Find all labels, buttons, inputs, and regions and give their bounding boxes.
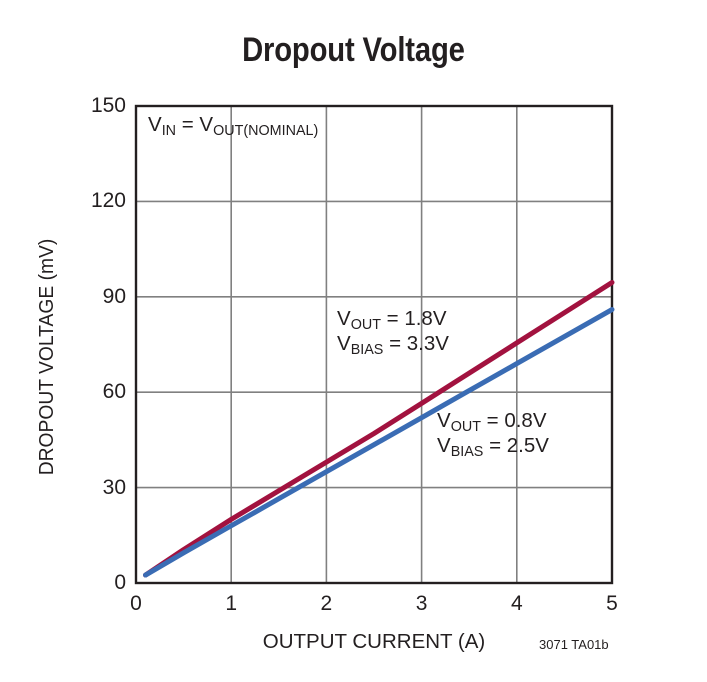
annotation-lower-line1: VOUT = 0.8V: [437, 408, 549, 435]
annotation-text-prefix: V: [337, 307, 351, 330]
annotation-text-mid: = V: [176, 113, 214, 136]
annotation-text-sub: OUT: [350, 316, 381, 333]
annotation-lower-curve: VOUT = 0.8V VBIAS = 2.5V: [437, 408, 549, 460]
x-tick-label: 5: [606, 592, 618, 615]
annotation-input-condition: VIN = VOUT(NOMINAL): [148, 112, 319, 139]
annotation-lower-line2: VBIAS = 2.5V: [437, 433, 549, 460]
series-line-1: [143, 279, 615, 578]
annotation-text-sub: BIAS: [450, 443, 484, 460]
y-tick-label: 120: [90, 189, 126, 213]
x-tick-label: 0: [130, 592, 142, 615]
x-axis-title: OUTPUT CURRENT (A): [262, 630, 486, 653]
y-tick-label: 150: [90, 94, 126, 117]
annotation-upper-curve: VOUT = 1.8V VBIAS = 3.3V: [337, 306, 449, 358]
annotation-text-sub: BIAS: [350, 341, 384, 358]
annotation-text-value: = 1.8V: [380, 307, 447, 330]
y-axis-tick-labels: 0 30 60 90 120 150: [60, 0, 126, 682]
annotation-text-prefix: V: [148, 113, 162, 136]
y-tick-label: 60: [102, 380, 126, 404]
x-tick-label: 3: [415, 592, 428, 615]
annotation-text-sub: IN: [161, 122, 177, 139]
y-tick-label: 90: [102, 284, 126, 308]
plot-frame: [134, 104, 614, 585]
annotation-text-prefix: V: [437, 409, 451, 432]
series-line-2: [143, 307, 615, 578]
annotation-text-sub: OUT: [450, 418, 481, 435]
document-reference: 3071 TA01b: [539, 637, 609, 652]
annotation-text-sub: OUT(NOMINAL): [213, 122, 319, 139]
page-title: Dropout Voltage: [242, 31, 465, 69]
y-tick-label: 30: [102, 475, 126, 499]
annotation-upper-line1: VOUT = 1.8V: [337, 306, 449, 333]
x-tick-label: 1: [225, 592, 238, 615]
annotation-upper-line2: VBIAS = 3.3V: [337, 331, 449, 358]
annotation-text-value: = 0.8V: [480, 409, 547, 432]
data-series: [143, 279, 615, 578]
annotation-text-value: = 2.5V: [483, 434, 549, 457]
x-tick-label: 4: [510, 592, 523, 615]
annotation-text-prefix: V: [337, 332, 351, 355]
y-tick-label: 0: [114, 571, 126, 594]
x-tick-label: 2: [320, 592, 333, 615]
annotation-text-prefix: V: [437, 434, 451, 457]
annotation-text-value: = 3.3V: [383, 332, 449, 355]
